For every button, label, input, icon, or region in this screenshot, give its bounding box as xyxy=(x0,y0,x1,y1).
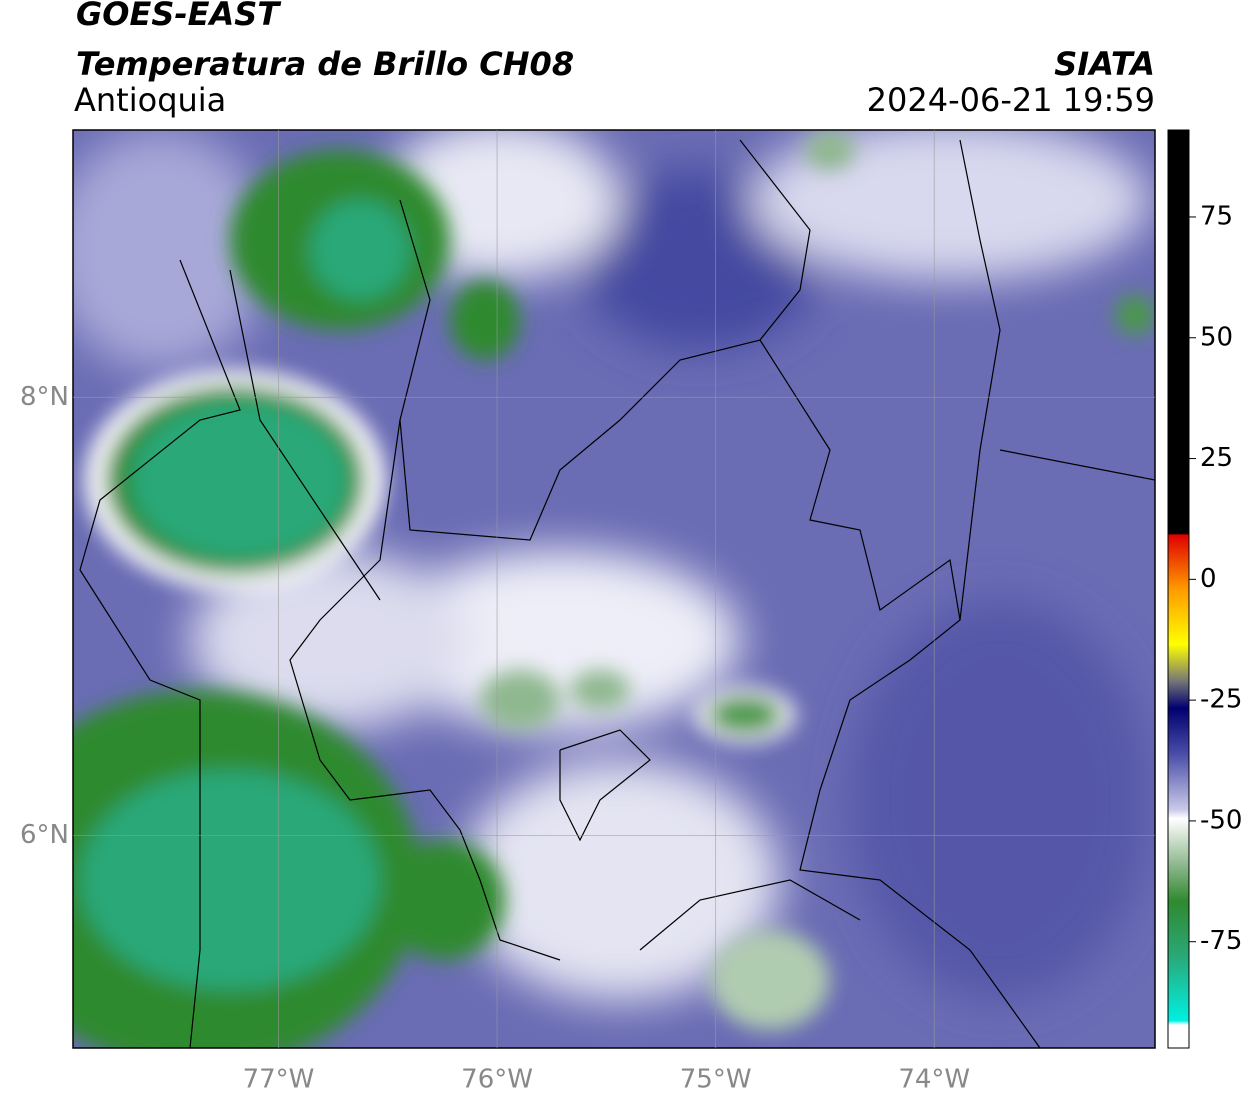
map-frame xyxy=(72,129,1156,1049)
colorbar-tick-label: 25 xyxy=(1200,443,1233,473)
subtitle: Temperatura de Brillo CH08 xyxy=(76,45,574,83)
region: Antioquia xyxy=(74,81,226,119)
datetime: 2024-06-21 19:59 xyxy=(867,81,1155,119)
colorbar-tick-label: 50 xyxy=(1200,322,1233,352)
x-tick-label: 74°W xyxy=(898,1065,970,1095)
colorbar-tick-label: -50 xyxy=(1200,805,1242,835)
colorbar xyxy=(1167,129,1190,1049)
y-tick-label: 6°N xyxy=(20,820,69,850)
x-tick-label: 76°W xyxy=(461,1065,533,1095)
colorbar-tick-label: 0 xyxy=(1200,564,1217,594)
colorbar-tick-label: -75 xyxy=(1200,926,1242,956)
x-tick-label: 77°W xyxy=(243,1065,315,1095)
title: GOES-EAST xyxy=(76,0,281,33)
x-tick-label: 75°W xyxy=(680,1065,752,1095)
y-tick-label: 8°N xyxy=(20,382,69,412)
colorbar-tick-label: -25 xyxy=(1200,685,1242,715)
source: SIATA xyxy=(1054,45,1155,83)
map-image xyxy=(73,130,1155,1048)
colorbar-tick-label: 75 xyxy=(1200,201,1233,231)
